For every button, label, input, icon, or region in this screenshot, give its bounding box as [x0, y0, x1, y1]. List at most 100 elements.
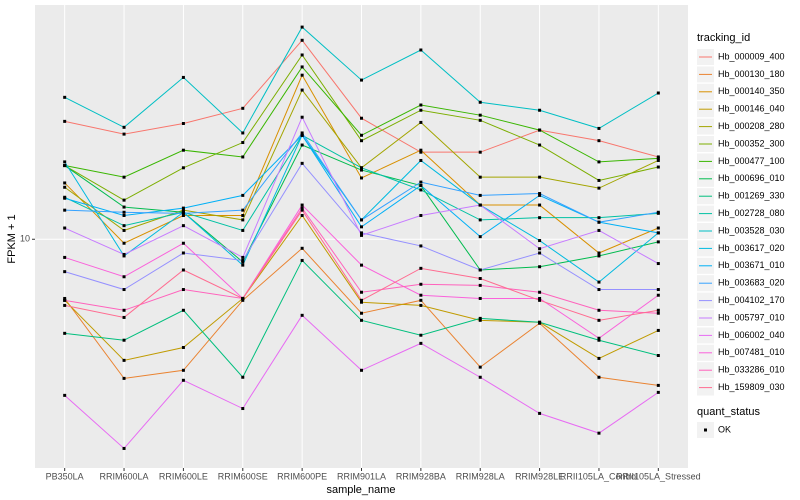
data-point: [656, 390, 660, 394]
data-point: [181, 345, 185, 349]
data-point: [360, 290, 363, 294]
data-point: [181, 288, 185, 292]
x-tick-label: RRIM901LA: [337, 471, 386, 481]
data-point: [419, 158, 423, 162]
data-point: [419, 184, 423, 188]
data-point: [181, 208, 185, 212]
data-point: [538, 192, 542, 196]
x-tick-label: RRII105LA_Stressed: [616, 471, 701, 481]
data-point: [656, 158, 660, 162]
data-point: [360, 231, 363, 235]
data-point: [300, 213, 304, 217]
data-point: [478, 268, 482, 272]
y-tick-label: 10: [20, 234, 30, 244]
data-point: [419, 244, 423, 248]
x-tick-label: RRIM600LE: [159, 471, 208, 481]
data-point: [122, 205, 126, 209]
data-point: [360, 300, 363, 304]
data-point: [241, 296, 245, 300]
data-point: [538, 143, 542, 147]
data-point: [122, 175, 126, 179]
data-point: [241, 193, 245, 197]
legend-label: Hb_002728_080: [718, 208, 785, 218]
data-point: [122, 288, 126, 292]
data-point: [597, 308, 601, 312]
data-point: [122, 338, 126, 342]
data-point: [360, 233, 363, 237]
legend-label: Hb_001269_330: [718, 191, 785, 201]
data-point: [597, 139, 601, 143]
data-point: [360, 116, 363, 120]
data-point: [538, 239, 542, 243]
data-point: [597, 338, 601, 342]
data-point: [300, 88, 304, 92]
data-point: [597, 336, 601, 340]
data-point: [122, 213, 126, 217]
data-point: [241, 260, 245, 264]
data-point: [538, 128, 542, 132]
data-point: [478, 175, 482, 179]
legend-label: Hb_033286_010: [718, 365, 785, 375]
data-point: [122, 275, 126, 279]
data-point: [419, 298, 423, 302]
data-point: [538, 296, 542, 300]
data-point: [360, 298, 363, 302]
data-point: [419, 282, 423, 286]
data-point: [122, 132, 126, 136]
data-point: [538, 203, 542, 207]
data-point: [181, 308, 185, 312]
legend-label: Hb_007481_010: [718, 347, 785, 357]
data-point: [181, 268, 185, 272]
data-point: [478, 100, 482, 104]
data-point: [597, 126, 601, 130]
data-point: [538, 320, 542, 324]
data-point: [360, 78, 363, 82]
data-point: [419, 303, 423, 307]
data-point: [241, 213, 245, 217]
data-point: [656, 328, 660, 332]
data-point: [360, 168, 363, 172]
x-tick-label: RRIM600PE: [277, 471, 327, 481]
data-point: [656, 91, 660, 95]
legend-label: Hb_006002_040: [718, 330, 785, 340]
data-point: [478, 277, 482, 281]
data-point: [360, 139, 363, 143]
x-tick-label: RRIM928LA: [456, 471, 505, 481]
data-point: [360, 318, 363, 322]
data-point: [538, 193, 542, 197]
data-point: [63, 303, 67, 307]
data-point: [181, 213, 185, 217]
data-point: [538, 251, 542, 255]
data-point: [478, 316, 482, 320]
data-point: [656, 240, 660, 244]
data-point: [419, 120, 423, 124]
data-point: [300, 65, 304, 69]
legend-label: Hb_000140_350: [718, 86, 785, 96]
data-point: [300, 313, 304, 317]
data-point: [241, 258, 245, 262]
legend-label: Hb_004102_170: [718, 295, 785, 305]
data-point: [181, 251, 185, 255]
data-point: [538, 108, 542, 112]
legend-label: Hb_003671_010: [718, 260, 785, 270]
data-point: [300, 206, 304, 210]
data-point: [300, 38, 304, 42]
legend-label: Hb_159809_030: [718, 382, 785, 392]
data-point: [597, 160, 601, 164]
data-point: [656, 308, 660, 312]
data-point: [478, 235, 482, 239]
x-tick-label: RRII105LA_Control: [560, 471, 638, 481]
data-point: [63, 255, 67, 259]
data-point: [300, 73, 304, 77]
data-point: [419, 150, 423, 154]
data-point: [478, 203, 482, 207]
data-point: [597, 254, 601, 258]
legend-label: Hb_000208_280: [718, 121, 785, 131]
data-point: [300, 25, 304, 29]
legend-label: Hb_003528_030: [718, 225, 785, 235]
data-point: [656, 293, 660, 297]
data-point: [478, 365, 482, 369]
data-point: [419, 108, 423, 112]
data-point: [538, 247, 542, 251]
